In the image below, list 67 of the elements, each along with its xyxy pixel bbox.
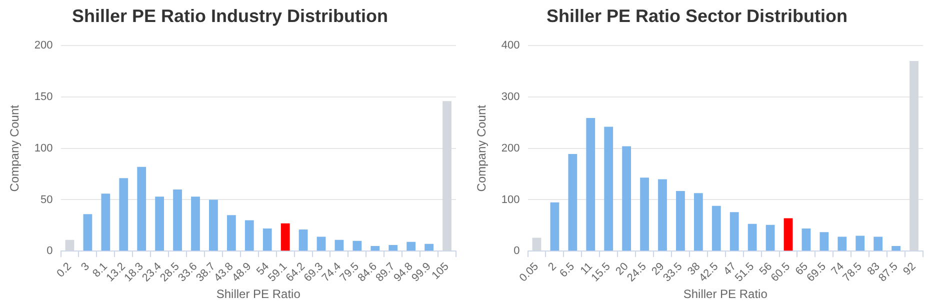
x-tick-label: 2 <box>546 260 559 274</box>
bar <box>65 240 74 251</box>
bar <box>874 236 883 251</box>
bar <box>622 146 632 251</box>
bar <box>406 242 416 251</box>
bar <box>388 244 398 251</box>
bar <box>298 230 308 251</box>
bar <box>676 191 685 251</box>
bar <box>658 179 667 251</box>
bar <box>568 154 578 251</box>
bar <box>820 232 829 251</box>
bar <box>730 212 739 251</box>
bar <box>766 224 775 251</box>
y-tick-label: 200 <box>501 142 520 154</box>
bar <box>244 220 254 251</box>
bar <box>712 206 721 251</box>
bar <box>173 189 182 251</box>
x-tick-label: 0.2 <box>54 260 74 280</box>
bar <box>83 214 92 251</box>
x-tick-label: 78.5 <box>840 260 864 284</box>
x-axis-title: Shiller PE Ratio <box>683 287 768 302</box>
y-tick-label: 400 <box>501 40 520 52</box>
bar <box>694 193 703 251</box>
bar <box>838 236 847 251</box>
bar <box>119 178 128 251</box>
bar <box>640 178 649 251</box>
bar <box>586 118 596 251</box>
y-tick-label: 100 <box>501 194 520 206</box>
y-tick-label: 50 <box>40 194 53 206</box>
bar <box>316 236 326 251</box>
bar <box>802 228 811 251</box>
y-tick-label: 200 <box>34 40 53 52</box>
bar <box>910 61 918 251</box>
x-tick-label: 3 <box>79 260 92 274</box>
bar <box>424 244 434 251</box>
y-tick-label: 0 <box>514 245 520 258</box>
y-axis-title: Company Count <box>474 104 489 192</box>
bar <box>209 200 218 251</box>
bar <box>532 238 542 251</box>
bar <box>748 224 757 251</box>
bar <box>370 246 380 251</box>
bar <box>191 196 200 251</box>
bar <box>155 196 164 251</box>
bar <box>352 240 362 251</box>
bar <box>101 194 110 251</box>
x-tick-label: 92 <box>901 260 918 278</box>
bar <box>334 240 344 251</box>
bar <box>262 228 272 251</box>
y-tick-label: 0 <box>46 245 53 258</box>
bar <box>137 166 146 251</box>
bar <box>784 218 793 251</box>
chart-title: Shiller PE Ratio Industry Distribution <box>72 6 388 26</box>
y-tick-label: 150 <box>34 91 53 104</box>
bar <box>856 236 865 251</box>
bar <box>892 246 900 251</box>
y-tick-label: 300 <box>501 91 520 104</box>
x-axis-title: Shiller PE Ratio <box>216 287 301 302</box>
bar <box>550 202 560 251</box>
x-tick-label: 105 <box>430 260 452 282</box>
bar <box>226 215 236 251</box>
y-axis-title: Company Count <box>8 104 22 192</box>
bar <box>442 101 452 251</box>
bar <box>280 223 290 251</box>
y-tick-label: 100 <box>34 142 53 154</box>
x-tick-label: 6.5 <box>558 260 577 280</box>
chart-title: Shiller PE Ratio Sector Distribution <box>546 6 848 26</box>
bar <box>604 126 614 251</box>
